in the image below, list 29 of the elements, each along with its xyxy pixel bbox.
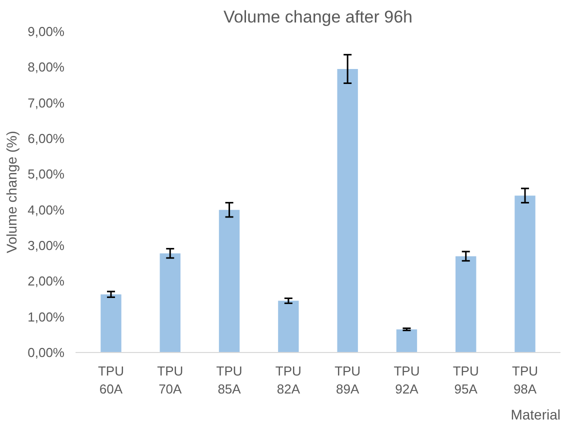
x-tick-label: TPU 82A xyxy=(275,364,302,396)
x-tick-label: TPU 60A xyxy=(98,364,124,396)
y-tick-label: 8,00% xyxy=(28,60,65,75)
x-tick-label: TPU 98A xyxy=(512,364,538,396)
y-tick-label: 4,00% xyxy=(28,202,65,218)
y-axis-title: Volume change (%) xyxy=(4,130,20,254)
x-tick-label: TPU 85A xyxy=(216,364,242,396)
y-tick-label: 5,00% xyxy=(28,166,65,182)
x-tick-label: TPU 92A xyxy=(394,364,420,396)
x-tick-label: TPU 70A xyxy=(157,364,184,396)
y-tick-label: 2,00% xyxy=(28,274,65,289)
bar xyxy=(514,196,536,352)
x-tick-label: TPU 95A xyxy=(452,364,479,396)
bar xyxy=(100,294,122,352)
bar xyxy=(456,256,476,352)
bar xyxy=(396,329,418,352)
y-tick-label: 1,00% xyxy=(28,309,65,324)
y-tick-label: 0,00% xyxy=(28,345,65,360)
bar xyxy=(278,300,299,352)
x-axis-title: Material xyxy=(510,406,561,422)
y-tick-label: 6,00% xyxy=(28,131,65,146)
chart-title: Volume change after 96h xyxy=(223,8,413,26)
x-tick-label: TPU 89A xyxy=(334,364,361,396)
y-tick-label: 7,00% xyxy=(28,95,65,110)
bar xyxy=(337,68,358,352)
y-tick-label: 3,00% xyxy=(28,238,65,253)
bar xyxy=(160,253,180,352)
y-tick-label: 9,00% xyxy=(28,24,65,39)
bar xyxy=(218,210,240,352)
